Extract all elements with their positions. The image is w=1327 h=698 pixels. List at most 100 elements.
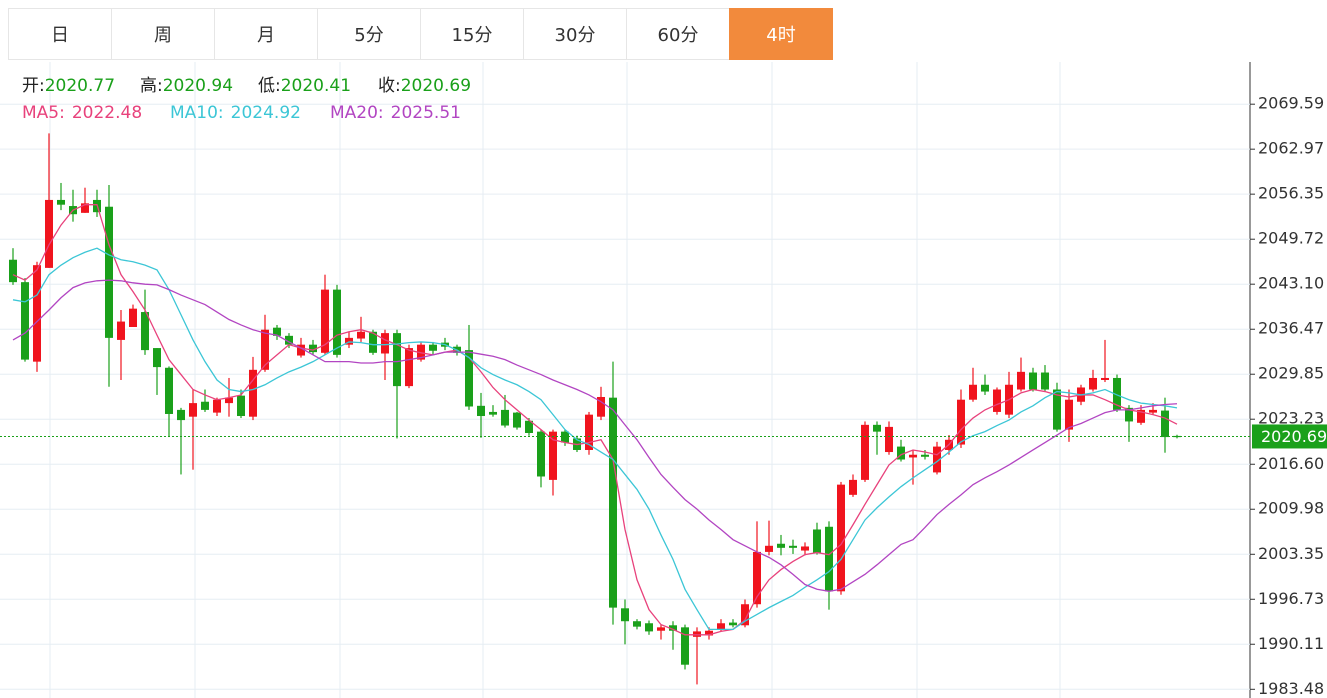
candle-body <box>609 397 617 608</box>
candle-body <box>381 333 389 354</box>
candle-body <box>225 397 233 404</box>
candle-body <box>297 344 305 356</box>
ma-line <box>12 247 1178 631</box>
candle-body <box>501 409 509 426</box>
candle-body <box>1149 409 1157 413</box>
candle-body <box>237 395 245 417</box>
info-value: 2020.94 <box>163 76 233 96</box>
candle-body <box>1089 377 1097 390</box>
ohlc-info: 开:2020.77 <box>22 76 115 96</box>
candle-body <box>777 543 785 548</box>
period-tab[interactable]: 30分 <box>523 8 627 60</box>
candle-body <box>897 446 905 460</box>
period-tab[interactable]: 5分 <box>317 8 421 60</box>
candle-body <box>717 623 725 630</box>
candle-body <box>213 399 221 413</box>
candle-body <box>1017 371 1025 390</box>
y-tick-label: 2062.97 <box>1258 139 1324 158</box>
candle-body <box>549 431 557 480</box>
candle-body <box>477 405 485 417</box>
candle-body <box>645 623 653 632</box>
ma-name: MA20: <box>330 103 384 123</box>
candle-body <box>489 411 497 415</box>
candle-body <box>1161 410 1169 438</box>
candle-body <box>861 424 869 480</box>
last-price-box <box>1252 424 1327 449</box>
period-tab[interactable]: 60分 <box>626 8 730 60</box>
info-label: 收: <box>378 76 401 96</box>
candle-body <box>957 399 965 445</box>
candle-body <box>741 604 749 626</box>
candle-body <box>933 446 941 473</box>
period-tabs: 日周月 5分 15分 30分 60分 4时 <box>8 8 833 60</box>
candle-body <box>513 412 521 428</box>
candle-body <box>585 414 593 450</box>
candle-body <box>789 545 797 548</box>
vertical-grid <box>49 62 1251 698</box>
candle-body <box>849 479 857 495</box>
candle-body <box>981 384 989 392</box>
candle-body <box>21 282 29 360</box>
period-tab[interactable]: 日 <box>8 8 112 60</box>
candle-body <box>81 203 89 213</box>
candle-body <box>45 199 53 268</box>
period-tab[interactable]: 15分 <box>420 8 524 60</box>
ma-value: 2025.51 <box>391 103 461 123</box>
candle-body <box>1041 372 1049 390</box>
y-tick-label: 2029.85 <box>1258 364 1324 383</box>
period-tab[interactable]: 4时 <box>729 8 833 60</box>
ma-legend: MA20: 2025.51 <box>330 103 461 123</box>
candle-body <box>633 621 641 627</box>
y-tick-label: 2009.98 <box>1258 499 1324 518</box>
candle-body <box>873 424 881 432</box>
candle-body <box>813 529 821 553</box>
candle-body <box>165 367 173 414</box>
candle-body <box>129 308 137 327</box>
info-label: 开: <box>22 76 45 96</box>
y-tick-label: 2023.23 <box>1258 409 1324 428</box>
candle-body <box>417 344 425 360</box>
candle-body <box>141 312 149 351</box>
candle-body <box>753 551 761 605</box>
candle-body <box>621 608 629 622</box>
ma-legend: MA5: 2022.48 <box>22 103 142 123</box>
candle-body <box>117 321 125 340</box>
info-value: 2020.41 <box>281 76 351 96</box>
candle-body <box>837 484 845 592</box>
y-tick-label: 2036.47 <box>1258 319 1324 338</box>
y-tick-label: 2056.35 <box>1258 184 1324 203</box>
candle-body <box>1029 372 1037 390</box>
candle-body <box>765 545 773 552</box>
candle-body <box>1125 407 1133 422</box>
info-value: 2020.69 <box>401 76 471 96</box>
period-tab[interactable]: 月 <box>214 8 318 60</box>
candle-body <box>153 348 161 368</box>
period-tab[interactable]: 周 <box>111 8 215 60</box>
candle-body <box>333 289 341 355</box>
info-value: 2020.77 <box>45 76 115 96</box>
info-label: 高: <box>140 76 163 96</box>
candle-body <box>1113 377 1121 410</box>
ma-value: 2022.48 <box>72 103 142 123</box>
candle-body <box>285 335 293 345</box>
ma-name: MA10: <box>170 103 224 123</box>
candle-body <box>33 265 41 362</box>
candle-body <box>1137 409 1145 423</box>
y-tick-label: 2043.10 <box>1258 274 1324 293</box>
candle-body <box>405 348 413 387</box>
y-tick-label: 2049.72 <box>1258 229 1324 248</box>
candle-body <box>309 344 317 353</box>
candle-body <box>369 331 377 353</box>
y-tick-label: 1996.73 <box>1258 589 1324 608</box>
candle-body <box>345 337 353 345</box>
candle-body <box>465 350 473 407</box>
ma-line <box>12 204 1178 636</box>
candle-body <box>9 259 17 283</box>
candle-body <box>189 403 197 417</box>
candle-body <box>921 454 929 457</box>
y-tick-label: 1990.11 <box>1258 634 1324 653</box>
candle-body <box>201 401 209 410</box>
candle-body <box>261 329 269 370</box>
